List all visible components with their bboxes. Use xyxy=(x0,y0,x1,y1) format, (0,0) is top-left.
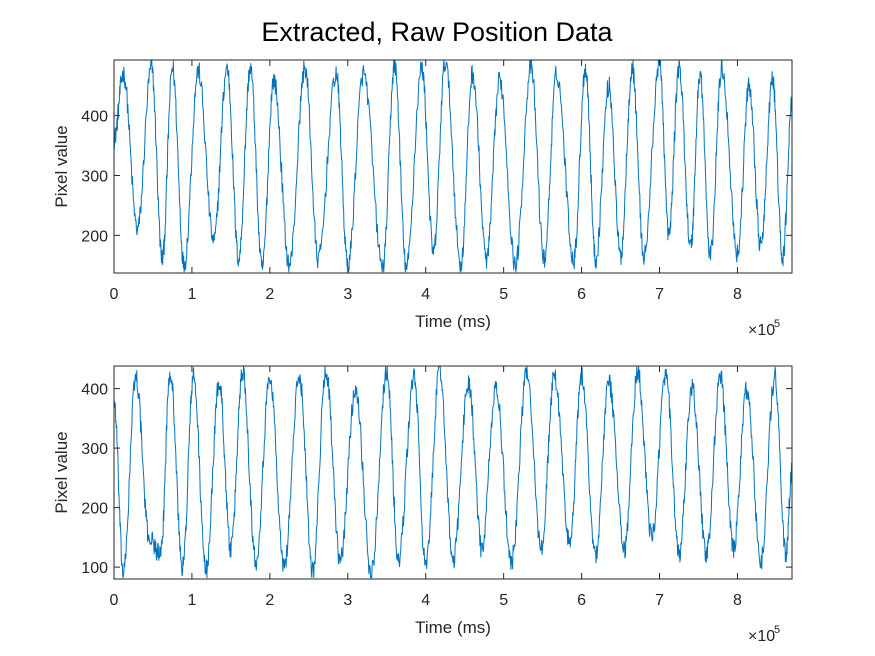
x-tick-label: 2 xyxy=(265,592,274,609)
data-series-line xyxy=(114,60,792,273)
bottom-axes: 0 1 2 3 4 5 6 7 8 100 200 300 400 Time (ms) Pixel valu… xyxy=(52,365,793,645)
x-tick-label: 4 xyxy=(421,592,430,609)
x-axis-label: Time (ms) xyxy=(415,312,491,331)
y-tick-label: 400 xyxy=(81,109,108,126)
top-axes: 0 1 2 3 4 5 6 7 8 200 300 400 Time (ms) Pixel value ×1… xyxy=(52,59,793,339)
x-tick-label: 0 xyxy=(110,592,119,609)
x-tick-label: 5 xyxy=(499,286,508,303)
x-multiplier-exponent: 5 xyxy=(774,318,780,330)
y-tick-label: 100 xyxy=(81,560,108,577)
y-axis-label: Pixel value xyxy=(52,125,71,207)
x-tick-label: 1 xyxy=(187,286,196,303)
x-axis-label: Time (ms) xyxy=(415,618,491,637)
x-multiplier-label: ×10 xyxy=(748,628,775,645)
x-tick-label: 8 xyxy=(733,286,742,303)
x-tick-label: 3 xyxy=(343,592,352,609)
figure-title: Extracted, Raw Position Data xyxy=(261,17,613,47)
x-tick-label: 5 xyxy=(499,592,508,609)
y-tick-label: 200 xyxy=(81,501,108,518)
x-multiplier-exponent: 5 xyxy=(774,624,780,636)
axes-box xyxy=(113,59,793,274)
y-axis-label: Pixel value xyxy=(52,431,71,513)
x-tick-label: 6 xyxy=(577,286,586,303)
x-tick-label: 4 xyxy=(421,286,430,303)
x-multiplier-label: ×10 xyxy=(748,322,775,339)
y-tick-label: 300 xyxy=(81,168,108,185)
x-tick-label: 3 xyxy=(343,286,352,303)
x-tick-label: 7 xyxy=(655,592,664,609)
data-series-line xyxy=(114,366,792,579)
y-tick-label: 300 xyxy=(81,441,108,458)
x-tick-label: 0 xyxy=(110,286,119,303)
x-tick-label: 7 xyxy=(655,286,664,303)
x-tick-label: 1 xyxy=(187,592,196,609)
axes-box xyxy=(113,365,793,580)
x-tick-label: 8 xyxy=(733,592,742,609)
x-tick-label: 6 xyxy=(577,592,586,609)
y-tick-label: 200 xyxy=(81,228,108,245)
x-tick-label: 2 xyxy=(265,286,274,303)
y-tick-label: 400 xyxy=(81,382,108,399)
